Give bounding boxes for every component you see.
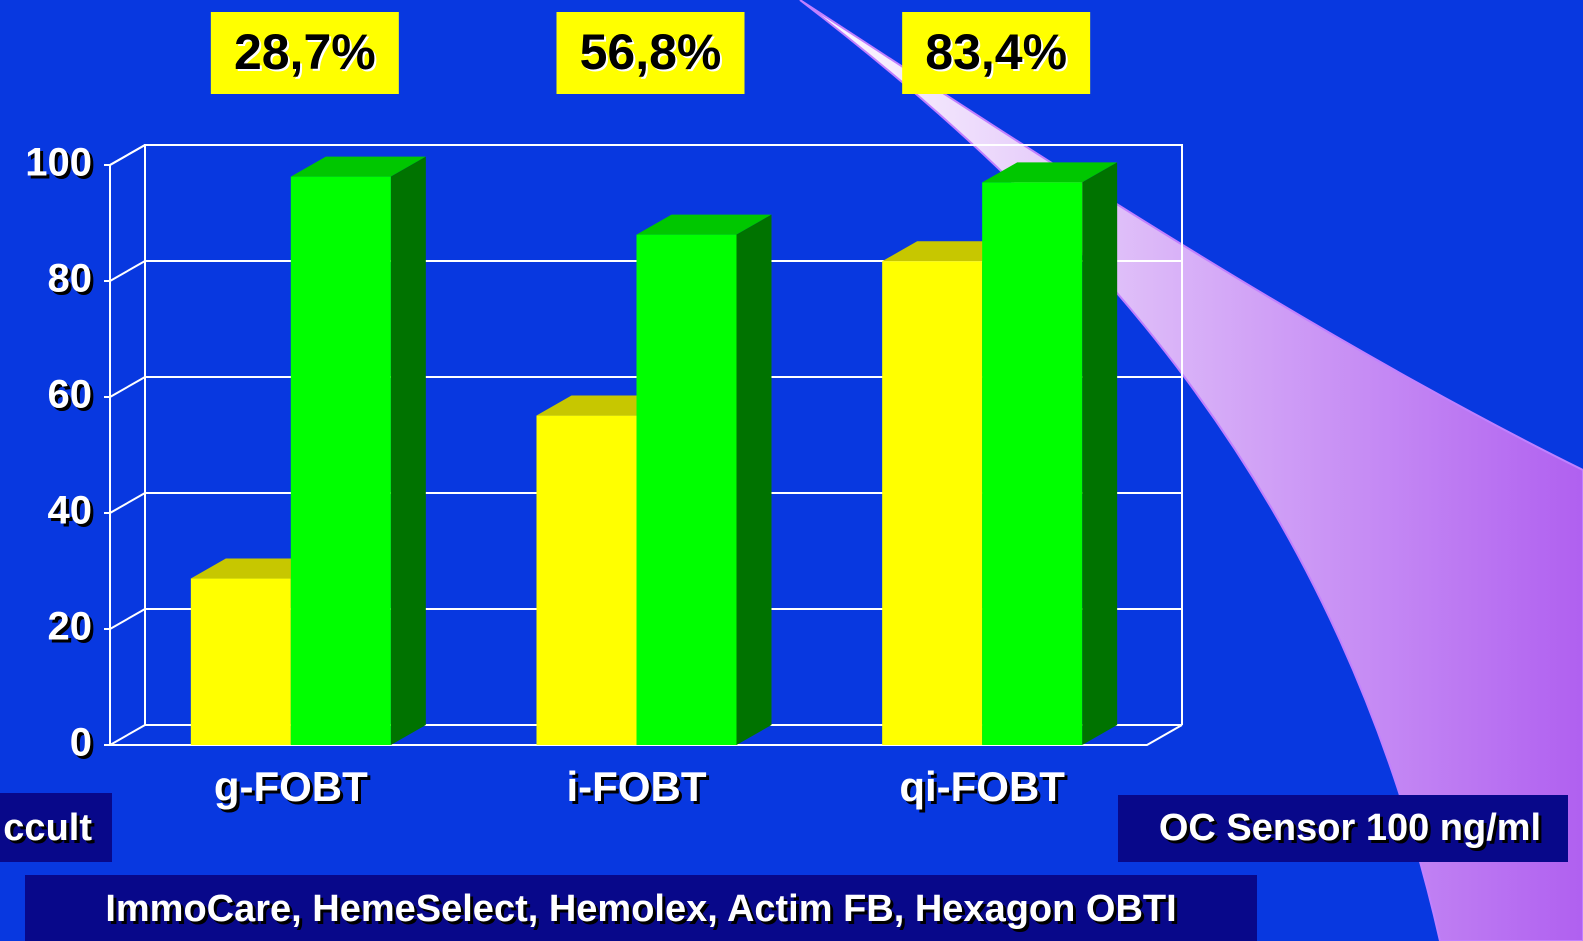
left-wall xyxy=(109,144,146,745)
bar xyxy=(190,578,291,745)
grid-line xyxy=(109,376,146,398)
bar-side xyxy=(736,214,772,746)
y-tick-label: 0 xyxy=(70,721,92,765)
bar xyxy=(536,415,637,745)
grid-line xyxy=(109,724,146,746)
bar-side xyxy=(390,156,426,746)
annotation-box xyxy=(1118,795,1568,862)
annotation-box xyxy=(25,875,1257,941)
y-tick-label: 40 xyxy=(48,489,93,533)
value-label: 28,7% xyxy=(234,24,376,80)
annotation: OC Sensor 100 ng/ml xyxy=(1159,807,1541,849)
value-label-box xyxy=(210,12,399,94)
floor xyxy=(110,724,1183,746)
value-label-box xyxy=(902,12,1091,94)
bar-top xyxy=(636,214,772,235)
bar-side xyxy=(1082,162,1118,745)
bar xyxy=(636,234,737,745)
x-tick-label: qi-FOBT xyxy=(899,763,1065,810)
value-label: 56,8% xyxy=(580,24,722,80)
value-label-box xyxy=(556,12,745,94)
y-tick-label: 60 xyxy=(48,373,93,417)
bar xyxy=(290,176,391,746)
value-label: 83,4% xyxy=(925,24,1067,80)
grid-line xyxy=(109,260,146,282)
grid-line xyxy=(109,608,146,630)
x-tick-label: i-FOBT xyxy=(567,763,707,810)
bar xyxy=(882,261,983,745)
y-tick-label: 80 xyxy=(48,257,93,301)
annotation: ImmoCare, HemeSelect, Hemolex, Actim FB,… xyxy=(105,888,1176,930)
annotation: ccult xyxy=(3,807,92,849)
y-tick-label: 100 xyxy=(25,141,92,185)
grid-line xyxy=(109,492,146,514)
bar xyxy=(982,182,1083,745)
grid-line xyxy=(109,144,146,166)
plot-area: 0 20 40 60 80 100 28,7% g-FOBT 56,8% i-FOBT 83,4% q… xyxy=(25,12,1183,810)
y-tick-label: 20 xyxy=(48,605,93,649)
x-tick-label: g-FOBT xyxy=(214,763,368,810)
bar-top xyxy=(982,162,1118,183)
annotation-box xyxy=(0,793,112,862)
bar-top xyxy=(290,156,426,177)
